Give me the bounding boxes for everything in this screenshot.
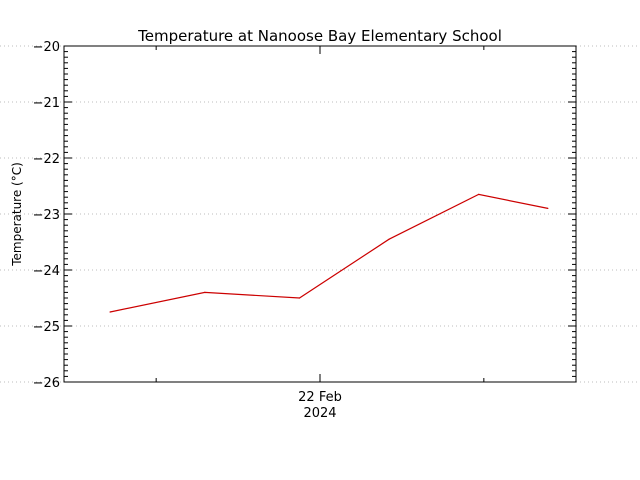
grid-lines xyxy=(0,45,640,383)
x-tick-label-year: 2024 xyxy=(303,406,336,421)
series-layer xyxy=(109,193,549,313)
temperature-data-point xyxy=(547,207,549,209)
temperature-data-point xyxy=(204,291,206,293)
chart-title: Temperature at Nanoose Bay Elementary Sc… xyxy=(137,27,502,45)
y-tick-label: −22 xyxy=(33,152,60,167)
temperature-data-point xyxy=(109,311,111,313)
x-tick-label-date: 22 Feb xyxy=(298,390,342,405)
y-axis-ticks: −20 −21 −22 −23 −24 −25 −26 xyxy=(33,40,576,391)
y-tick-label: −25 xyxy=(33,320,60,335)
y-tick-label: −24 xyxy=(33,264,60,279)
y-tick-label: −26 xyxy=(33,376,60,391)
y-tick-label: −23 xyxy=(33,208,60,223)
y-tick-label: −20 xyxy=(33,40,60,55)
temperature-data-point xyxy=(478,193,480,195)
minor-ticks xyxy=(64,51,576,377)
temperature-series-line xyxy=(109,193,548,313)
y-tick-label: −21 xyxy=(33,96,60,111)
temperature-data-point xyxy=(388,238,390,240)
y-axis-label: Temperature (°C) xyxy=(10,162,24,267)
temperature-data-point xyxy=(298,297,301,299)
